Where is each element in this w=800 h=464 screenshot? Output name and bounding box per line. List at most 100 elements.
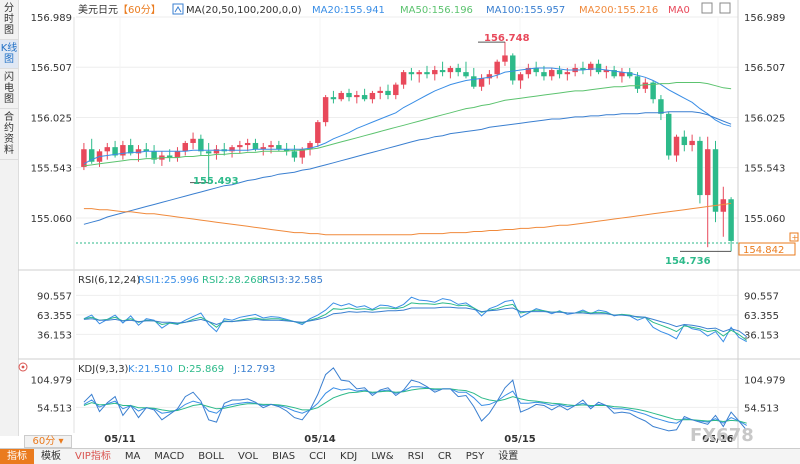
price-tick-left: 155.543	[31, 164, 72, 175]
price-tick-right: 155.060	[744, 214, 785, 225]
candle-body	[276, 145, 282, 150]
period-selector[interactable]: 60分 ▾	[24, 435, 72, 448]
symbol-title: 美元日元	[78, 3, 118, 16]
ma200-value: MA200:155.216	[579, 5, 658, 16]
candle-body	[642, 82, 649, 89]
price-tick-right: 156.989	[744, 13, 785, 24]
ma-settings-icon[interactable]	[172, 3, 184, 15]
candle-body	[463, 72, 469, 77]
candle-body	[182, 142, 188, 152]
indicator-settings-icon-dot	[21, 365, 25, 369]
ma50-value: MA50:156.196	[400, 5, 473, 16]
candle-body	[658, 99, 664, 114]
candle-body	[510, 55, 516, 81]
rsi-lines	[83, 296, 747, 343]
ma-lines	[83, 67, 732, 236]
candle-body	[283, 149, 290, 152]
toolbar-psy[interactable]: PSY	[465, 451, 485, 462]
toolbar-macd[interactable]: MACD	[154, 451, 185, 462]
candle-body	[455, 67, 461, 73]
toolbar-vip-indicators[interactable]: VIP指标	[75, 451, 111, 462]
ma-line-ma100	[83, 111, 732, 225]
ma-line-ma50	[83, 82, 732, 167]
ma-settings-icon-glyph	[174, 6, 182, 13]
candle-body	[486, 74, 493, 79]
rsi-line-rsi1	[83, 296, 747, 343]
candle-body	[681, 136, 688, 146]
candle-body	[237, 145, 243, 148]
candle-body	[720, 199, 727, 212]
candle-body	[525, 67, 532, 75]
candle-body	[665, 113, 672, 156]
kdj-lines	[83, 367, 748, 432]
rsi-tick-right: 36.153	[744, 330, 779, 341]
candle-body	[198, 138, 204, 152]
period-selector-label: 60分	[32, 436, 56, 447]
price-tick-left: 156.025	[31, 113, 72, 124]
kdj-tick-right: 54.513	[744, 403, 779, 414]
toolbar-boll[interactable]: BOLL	[198, 451, 224, 462]
rsi-tick-left: 63.355	[37, 311, 72, 322]
candle-body	[81, 149, 87, 167]
candle-body	[120, 145, 126, 156]
candle-body	[213, 149, 220, 154]
candle-body	[205, 151, 212, 154]
toolbar-settings[interactable]: 设置	[498, 451, 519, 462]
toolbar-cci[interactable]: CCI	[309, 451, 327, 462]
rsi-tick-left: 90.557	[37, 291, 72, 302]
price-chart[interactable]: 美元日元 【60分】 MA(20,50,100,200,0,0) MA20:15…	[0, 0, 800, 448]
candle-body	[393, 84, 399, 96]
candle-body	[627, 72, 633, 77]
candle-body	[588, 63, 594, 71]
last-price-box	[738, 242, 796, 256]
date-tick-label: 05/14	[304, 434, 336, 445]
price-tick-left: 156.989	[31, 13, 72, 24]
rsi-line-rsi3	[83, 306, 747, 338]
grid	[18, 0, 800, 448]
candle-body	[166, 155, 173, 158]
price-tick-right: 156.507	[744, 63, 785, 74]
add-alert-icon[interactable]	[789, 232, 799, 242]
tab-flash[interactable]: 闪电图	[0, 69, 18, 109]
toolbar-rsi[interactable]: RSI	[407, 451, 424, 462]
toolbar-vol[interactable]: VOL	[237, 451, 259, 462]
candle-body	[697, 140, 703, 196]
candle-body	[268, 145, 274, 148]
toolbar-indicators[interactable]: 指标	[0, 449, 34, 464]
candle-body	[88, 149, 95, 162]
indicator-settings-icon[interactable]	[18, 362, 28, 372]
candle-body	[291, 151, 298, 158]
candle-body	[346, 92, 352, 98]
ma-line-ma20	[83, 67, 732, 165]
view-tabs: 分时图 K线图 闪电图 合约资料	[0, 0, 19, 436]
candle-body	[432, 70, 438, 75]
toolbar-lw[interactable]: LW&	[371, 451, 394, 462]
expand-icon[interactable]	[719, 2, 731, 14]
toolbar-ma[interactable]: MA	[124, 451, 141, 462]
rsi-tick-left: 36.153	[37, 330, 72, 341]
toolbar-cr[interactable]: CR	[437, 451, 452, 462]
candle-body	[299, 149, 305, 158]
toolbar-bias[interactable]: BIAS	[272, 451, 296, 462]
rsi-tick-right: 90.557	[744, 291, 779, 302]
tab-contract-info[interactable]: 合约资料	[0, 109, 18, 160]
candle-body	[322, 97, 329, 123]
candle-body	[244, 142, 251, 146]
candle-body	[307, 142, 313, 150]
candle-body	[447, 67, 454, 73]
tab-kline[interactable]: K线图	[0, 40, 18, 69]
candle-body	[174, 151, 181, 158]
toolbar-templates[interactable]: 模板	[41, 451, 61, 462]
candle-body	[424, 72, 430, 75]
date-tick-label: 05/16	[702, 434, 734, 445]
rsi-tick-right: 63.355	[744, 311, 779, 322]
restore-icon[interactable]	[701, 2, 713, 14]
candle-body	[564, 72, 571, 75]
low-annotation-1: 155.493	[193, 176, 239, 187]
kdj-line-d	[83, 387, 747, 424]
kdj-d-value: D:25.869	[178, 364, 224, 375]
tab-timeshare[interactable]: 分时图	[0, 0, 18, 40]
candle-body	[151, 151, 157, 160]
ma20-value: MA20:155.941	[312, 5, 385, 16]
toolbar-kdj[interactable]: KDJ	[340, 451, 358, 462]
